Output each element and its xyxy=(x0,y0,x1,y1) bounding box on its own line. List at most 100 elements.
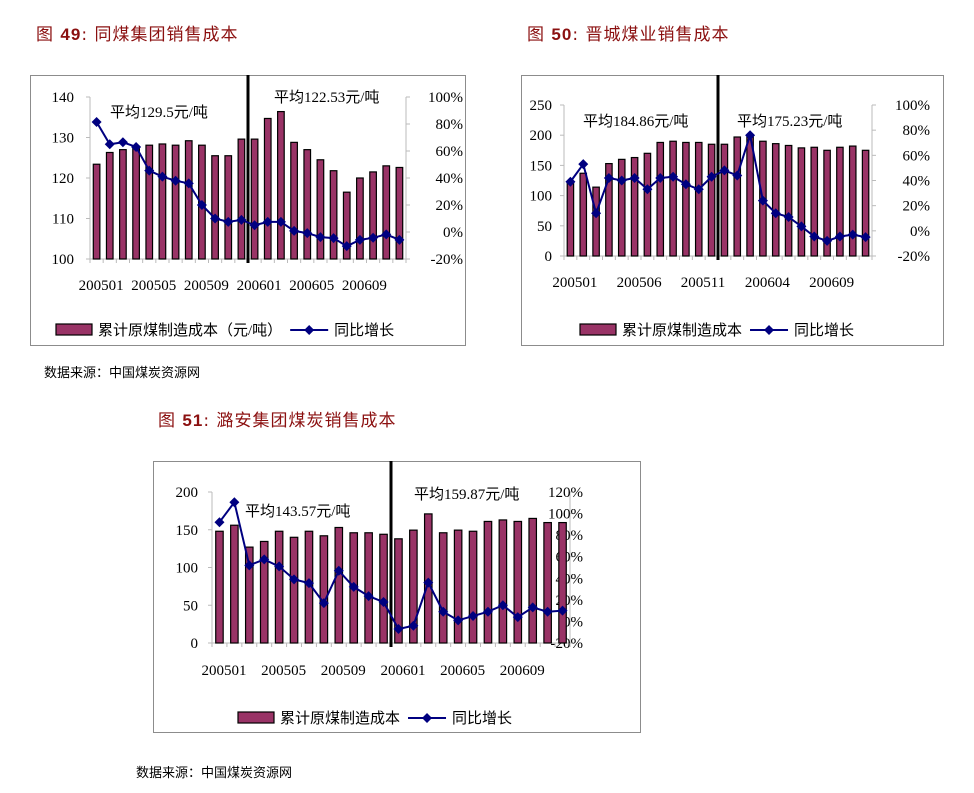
bar xyxy=(171,144,180,260)
diamond-marker xyxy=(438,606,449,617)
left-tick-label: 50 xyxy=(183,598,198,614)
diamond-marker xyxy=(783,211,794,222)
diamond-marker xyxy=(259,554,270,565)
average-annotation: 平均159.87元/吨 xyxy=(414,486,519,503)
diamond-marker xyxy=(157,171,168,182)
diamond-marker xyxy=(655,172,666,183)
diamond-marker xyxy=(468,611,479,622)
diamond-marker xyxy=(249,220,260,231)
bar xyxy=(592,186,600,257)
bar xyxy=(409,529,418,644)
bar xyxy=(656,141,665,257)
figure-49-number: 49 xyxy=(60,25,82,44)
left-tick-label: 100 xyxy=(52,252,75,268)
legend-bar-swatch xyxy=(237,711,275,724)
x-tick-label: 200509 xyxy=(321,663,366,679)
bar xyxy=(369,171,377,260)
chart-50-frame xyxy=(521,75,944,346)
bar xyxy=(303,149,312,260)
left-tick-label: 0 xyxy=(545,249,553,265)
diamond-marker xyxy=(363,591,374,602)
diamond-marker xyxy=(423,577,434,588)
bar xyxy=(145,144,154,260)
diamond-marker xyxy=(512,612,523,623)
bar xyxy=(92,163,101,260)
diamond-marker xyxy=(732,170,743,181)
bar xyxy=(211,155,219,260)
right-tick-label: 20% xyxy=(903,199,931,215)
diamond-marker xyxy=(274,561,285,572)
diamond-marker xyxy=(229,497,240,508)
diamond-marker xyxy=(527,602,538,613)
diamond-marker xyxy=(393,623,404,634)
bar xyxy=(329,170,338,260)
figure-50-title-text: : 晋城煤业销售成本 xyxy=(572,25,730,45)
figure-51-title: 图 51: 潞安集团煤炭销售成本 xyxy=(158,406,396,431)
average-annotation: 平均143.57元/吨 xyxy=(245,503,350,520)
bar xyxy=(224,155,233,260)
right-tick-label: 100% xyxy=(548,507,583,523)
diamond-marker xyxy=(834,231,845,242)
diamond-marker xyxy=(378,597,389,608)
right-tick-label: 0% xyxy=(563,614,583,630)
diamond-marker xyxy=(565,176,576,187)
bar xyxy=(784,144,793,257)
figure-50-number: 50 xyxy=(551,25,573,44)
diamond-marker xyxy=(318,598,329,609)
diamond-marker xyxy=(303,578,314,589)
diamond-marker xyxy=(262,216,273,227)
bar xyxy=(316,159,325,260)
bar xyxy=(438,532,448,644)
figure-51-prefix: 图 xyxy=(158,411,183,431)
diamond-marker xyxy=(236,214,247,225)
diamond-marker xyxy=(91,116,102,127)
legend-bar-label: 累计原煤制造成本（元/吨） xyxy=(98,322,282,339)
diamond-marker xyxy=(348,581,359,592)
bar xyxy=(468,530,478,644)
diamond-marker xyxy=(289,574,300,585)
left-tick-label: 250 xyxy=(530,98,553,114)
legend-bar-swatch xyxy=(579,323,617,336)
diamond-marker xyxy=(275,216,286,227)
x-tick-label: 200509 xyxy=(184,278,229,294)
diamond-marker xyxy=(315,232,326,243)
bar xyxy=(605,162,613,257)
legend-line-label: 同比增长 xyxy=(794,322,854,339)
x-tick-label: 200501 xyxy=(552,275,597,291)
diamond-marker xyxy=(497,600,508,611)
bar xyxy=(105,151,114,260)
bar xyxy=(823,149,831,257)
right-tick-label: 20% xyxy=(436,198,464,214)
diamond-marker xyxy=(706,171,717,182)
bar xyxy=(682,141,690,257)
x-tick-label: 200511 xyxy=(681,275,725,291)
diamond-marker xyxy=(796,221,807,232)
bar xyxy=(566,181,575,257)
diamond-marker xyxy=(680,179,691,190)
figure-49-title-text: : 同煤集团销售成本 xyxy=(81,25,239,45)
bar xyxy=(244,546,254,644)
diamond-marker xyxy=(244,560,255,571)
diamond-marker xyxy=(394,234,405,245)
diamond-marker xyxy=(822,235,833,246)
right-tick-label: 60% xyxy=(436,144,464,160)
bar xyxy=(379,533,388,644)
diamond-marker xyxy=(542,606,553,617)
diamond-marker xyxy=(289,225,300,236)
x-tick-label: 200601 xyxy=(237,278,282,294)
bar xyxy=(453,529,463,644)
bar xyxy=(274,530,284,644)
diamond-marker xyxy=(770,208,781,219)
diamond-marker xyxy=(616,175,627,186)
left-tick-label: 100 xyxy=(530,189,553,205)
left-tick-label: 100 xyxy=(176,561,199,577)
x-tick-label: 200609 xyxy=(500,663,545,679)
right-tick-label: 80% xyxy=(436,117,464,133)
bar xyxy=(797,147,806,257)
bar xyxy=(543,521,552,644)
bar xyxy=(733,136,742,257)
bar xyxy=(259,540,269,644)
bar xyxy=(836,146,844,257)
left-tick-label: 150 xyxy=(530,158,553,174)
bar xyxy=(342,191,351,260)
